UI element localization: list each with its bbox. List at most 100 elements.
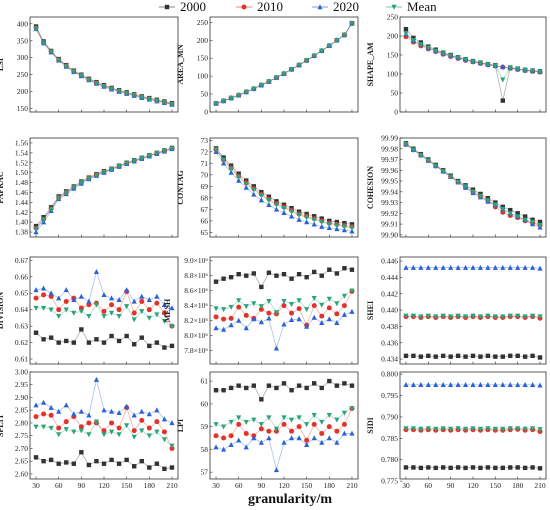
- data-point: [334, 223, 340, 229]
- data-point: [537, 314, 543, 320]
- data-point: [500, 77, 506, 83]
- y-tick-label: 0.66: [15, 272, 28, 281]
- data-point: [334, 311, 340, 317]
- series-line-2010: [405, 144, 541, 226]
- y-tick-label: 71: [201, 159, 209, 168]
- data-point: [86, 314, 92, 320]
- data-point: [492, 426, 498, 432]
- data-point: [93, 80, 100, 86]
- data-point: [304, 58, 310, 64]
- data-point: [213, 422, 219, 428]
- data-point: [326, 305, 332, 311]
- y-tick-label: 0.67: [15, 256, 28, 265]
- data-point: [522, 465, 528, 471]
- data-point: [522, 314, 528, 320]
- data-point: [537, 265, 543, 271]
- data-point: [108, 86, 115, 92]
- data-point: [41, 411, 47, 417]
- data-point: [281, 206, 287, 212]
- data-point: [79, 450, 84, 455]
- data-point: [220, 98, 227, 104]
- data-point: [326, 435, 332, 441]
- data-point: [139, 156, 145, 162]
- data-point: [500, 426, 506, 432]
- data-point: [311, 435, 317, 441]
- data-point: [116, 409, 122, 415]
- data-point: [455, 313, 461, 319]
- data-point: [537, 427, 543, 433]
- data-point: [101, 169, 107, 175]
- data-point: [94, 337, 99, 342]
- data-point: [213, 325, 219, 331]
- x-tick-label: 210: [346, 481, 358, 490]
- data-point: [411, 353, 416, 359]
- data-point: [500, 382, 506, 388]
- data-point: [411, 465, 416, 470]
- data-point: [319, 302, 325, 308]
- data-point: [311, 303, 317, 309]
- data-point: [86, 462, 92, 468]
- data-point: [327, 378, 332, 384]
- data-point: [477, 314, 484, 320]
- data-point: [236, 317, 242, 323]
- y-tick-label: 1.48: [15, 178, 28, 187]
- y-tick-label: 200: [197, 36, 209, 45]
- data-point: [349, 406, 355, 412]
- y-tick-label: 60: [201, 399, 209, 408]
- y-tick-label: 8.6×10⁶: [184, 286, 208, 295]
- series-line-2020: [215, 23, 353, 104]
- y-tick-label: 2.80: [15, 418, 28, 427]
- data-point: [161, 319, 168, 324]
- data-point: [154, 419, 160, 425]
- data-point: [154, 407, 160, 413]
- y-tick-label: 0.440: [381, 306, 398, 315]
- data-point: [529, 264, 536, 270]
- data-point: [132, 342, 137, 347]
- legend-item: Mean: [386, 0, 437, 14]
- plot-frame: [399, 371, 547, 480]
- data-point: [522, 68, 528, 73]
- legend-item: 2010: [236, 0, 283, 14]
- data-point: [251, 383, 256, 388]
- data-point: [236, 437, 242, 443]
- data-point: [440, 51, 446, 57]
- data-point: [433, 48, 439, 54]
- data-point: [273, 467, 280, 473]
- data-point: [228, 169, 234, 175]
- data-point: [86, 340, 92, 345]
- data-point: [500, 465, 505, 471]
- series-line-2020: [215, 433, 352, 470]
- data-point: [236, 383, 241, 388]
- series-line-2020: [215, 151, 353, 232]
- data-point: [281, 71, 287, 77]
- data-point: [334, 301, 340, 307]
- data-point: [311, 53, 317, 59]
- data-point: [326, 424, 332, 430]
- data-point: [154, 151, 160, 157]
- data-point: [131, 310, 137, 316]
- data-point: [304, 385, 309, 391]
- data-point: [108, 295, 115, 301]
- data-point: [33, 226, 39, 232]
- data-point: [455, 426, 461, 432]
- data-point: [311, 217, 317, 223]
- data-point: [440, 264, 446, 270]
- y-axis-label: CONTAG: [176, 170, 185, 205]
- data-point: [273, 206, 280, 212]
- data-point: [169, 465, 175, 470]
- data-point: [213, 444, 219, 450]
- legend: 2000 2010 2020 Mean: [159, 0, 437, 14]
- data-point: [470, 426, 476, 432]
- data-point: [341, 430, 348, 436]
- y-tick-label: 50: [391, 89, 399, 98]
- data-point: [341, 227, 348, 233]
- x-tick-label: 210: [534, 481, 546, 490]
- data-point: [228, 95, 234, 101]
- x-tick-label: 120: [98, 481, 110, 490]
- data-point: [48, 457, 54, 463]
- data-point: [448, 426, 454, 432]
- y-tick-label: 0.795: [381, 391, 398, 400]
- data-point: [33, 402, 39, 408]
- y-tick-label: 0.438: [381, 322, 398, 331]
- data-point: [448, 314, 454, 320]
